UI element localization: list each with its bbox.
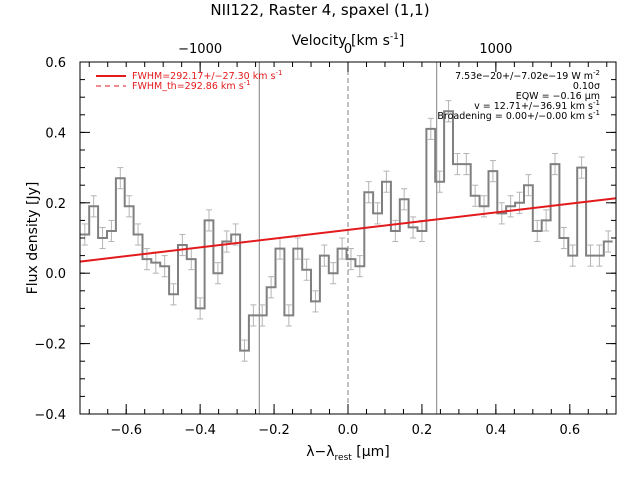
top-axis-label: Velocity [km s-1] [292, 32, 405, 49]
x-tick-label: −0.6 [110, 423, 142, 438]
legend-label: FWHM=292.17+/−27.30 km s-1 [132, 69, 282, 82]
fit-annotation: EQW = −0.16 μm [516, 91, 600, 102]
fit-line [79, 197, 617, 263]
x-tick-label: 0.0 [338, 423, 359, 438]
x-tick-label: −0.2 [258, 423, 290, 438]
top-tick-label: 1000 [479, 42, 512, 57]
reference-lines [258, 62, 438, 414]
fit-annotation: v = 12.71+/−36.91 km s-1 [474, 99, 600, 112]
fit-annotation: 0.10σ [573, 81, 600, 92]
y-tick-label: 0.2 [45, 197, 66, 212]
y-tick-label: 0.6 [45, 56, 66, 71]
fit-annotation: Broadening = 0.00+/−0.00 km s-1 [437, 109, 600, 122]
legend: FWHM=292.17+/−27.30 km s-1FWHM_th=292.86… [96, 69, 282, 92]
y-tick-label: 0.0 [45, 267, 66, 282]
y-tick-label: −0.4 [34, 408, 66, 423]
spectrum-series [80, 110, 613, 352]
x-tick-label: 0.2 [412, 423, 433, 438]
x-axis-label: λ−λrest [μm] [306, 444, 390, 463]
fit-annotation: 7.53e−20+/−7.02e−19 W m-2 [455, 69, 600, 82]
x-tick-label: 0.4 [486, 423, 507, 438]
chart-title: NII122, Raster 4, spaxel (1,1) [210, 1, 429, 19]
top-tick-label: −1000 [178, 42, 222, 57]
y-tick-label: −0.2 [34, 338, 66, 353]
y-tick-label: 0.4 [45, 126, 66, 141]
x-tick-label: 0.6 [559, 423, 580, 438]
x-tick-label: −0.4 [184, 423, 216, 438]
x-tick-labels: −0.6 −0.4 −0.2 0.0 0.2 0.4 0.6 [110, 423, 580, 438]
top-tick-label: 0 [344, 42, 352, 57]
y-tick-labels: −0.4 −0.2 0.0 0.2 0.4 0.6 [34, 56, 66, 423]
top-tick-labels: −1000 0 1000 [178, 42, 512, 57]
legend-label: FWHM_th=292.86 km s-1 [132, 79, 251, 92]
axis-ticks [80, 61, 616, 415]
y-axis-label: Flux density [Jy] [25, 182, 41, 295]
